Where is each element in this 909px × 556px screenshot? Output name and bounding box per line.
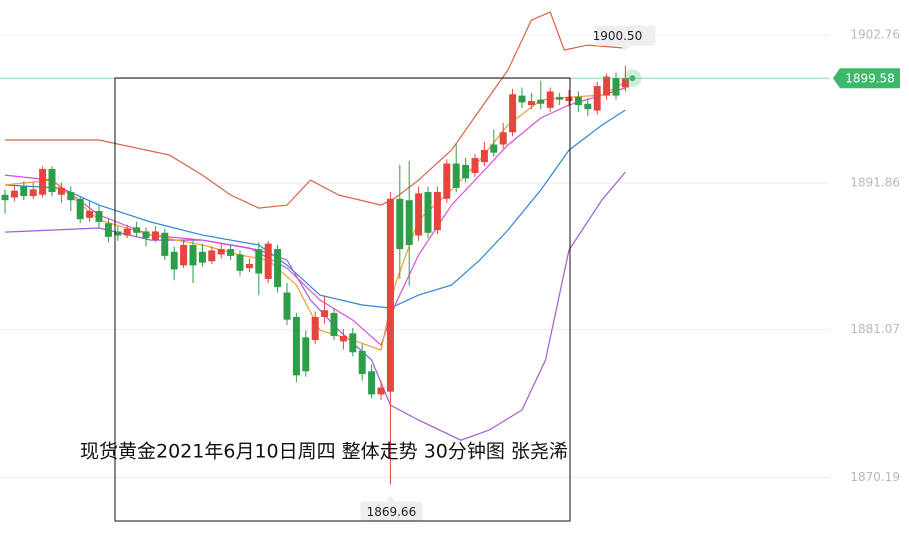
last-price-tag [833,68,900,89]
highlight-box [114,77,571,522]
candle-body [386,198,394,392]
candle-body [415,193,423,236]
candle-body [227,249,235,256]
candle-body [302,337,310,372]
candle-body [198,251,206,263]
candle-body [433,192,441,231]
candle-body [95,211,103,222]
grid: 1870.19 1881.07 1891.86 1902.76 [0,28,900,484]
candle-body [565,96,573,102]
candle-body [424,192,432,233]
candle-body [443,163,451,199]
candle-body [593,86,601,111]
candle-body [349,333,357,353]
candle-body [330,312,338,336]
candle-body [311,316,319,341]
candle-body [29,189,37,197]
y-tick-label: 1870.19 [850,470,900,484]
candle-body [133,227,141,233]
candle-body [499,132,507,145]
candle-body [527,101,535,106]
candle-body [86,211,94,218]
candle-body [180,244,188,266]
candle-body [20,186,28,197]
low-label-box [360,501,423,522]
candle-body [123,228,131,236]
caption: 现货黄金2021年6月10日周四 整体走势 30分钟图 张尧浠 [80,441,568,463]
high-label: 1900.50 [593,29,643,43]
last-price-label: 1899.58 [845,72,895,86]
candle-body [621,78,629,88]
candle-body [537,99,545,104]
candle-body [612,77,620,96]
candle-body [67,192,75,201]
candle-body [104,223,112,237]
y-tick-label: 1902.76 [850,28,900,42]
candle-body [471,158,479,174]
candle-body [480,149,488,163]
candle-body [462,164,470,179]
candle-body [1,194,9,201]
candle-body [584,103,592,110]
annotations: 1899.58 1900.50 1869.66 [0,25,900,522]
candles [1,65,629,485]
candle-body [283,292,291,320]
candle-body [603,76,611,96]
candle-body [405,200,413,245]
high-label-box [595,25,656,46]
candle-body [368,371,376,395]
candle-body [574,96,582,106]
candle-body [321,310,329,317]
candle-body [57,187,65,195]
candle-body [255,249,263,274]
candle-body [377,387,385,395]
candle-body [10,190,18,198]
candle-body [556,96,564,100]
candle-body [245,264,253,269]
last-price-dot [629,75,636,82]
candle-body [76,198,84,220]
y-tick-label: 1891.86 [850,176,900,190]
candle-body [546,91,554,108]
candle-body [161,232,169,256]
candle-body [151,231,159,240]
candle-body [339,335,347,342]
high-label-pointer [620,45,631,52]
candle-body [264,243,272,279]
indicator-line [4,109,626,309]
candle-body [189,244,197,266]
candle-body [170,251,178,270]
low-label-pointer [385,495,396,502]
candle-body [452,163,460,188]
candle-body [396,198,404,250]
candle-body [509,94,517,133]
candle-body [274,249,282,288]
candle-body [518,95,526,103]
candle-body [48,168,56,193]
candle-body [292,316,300,376]
candle-body [208,250,216,262]
candle-body [358,350,366,375]
indicator-line [4,81,626,351]
candle-body [39,168,47,195]
candle-body [236,254,244,271]
candle-body [217,249,225,255]
candle-body [142,231,150,239]
candle-body [490,144,498,153]
low-label: 1869.66 [367,505,417,519]
candle-body [114,231,122,236]
y-tick-label: 1881.07 [850,322,900,336]
